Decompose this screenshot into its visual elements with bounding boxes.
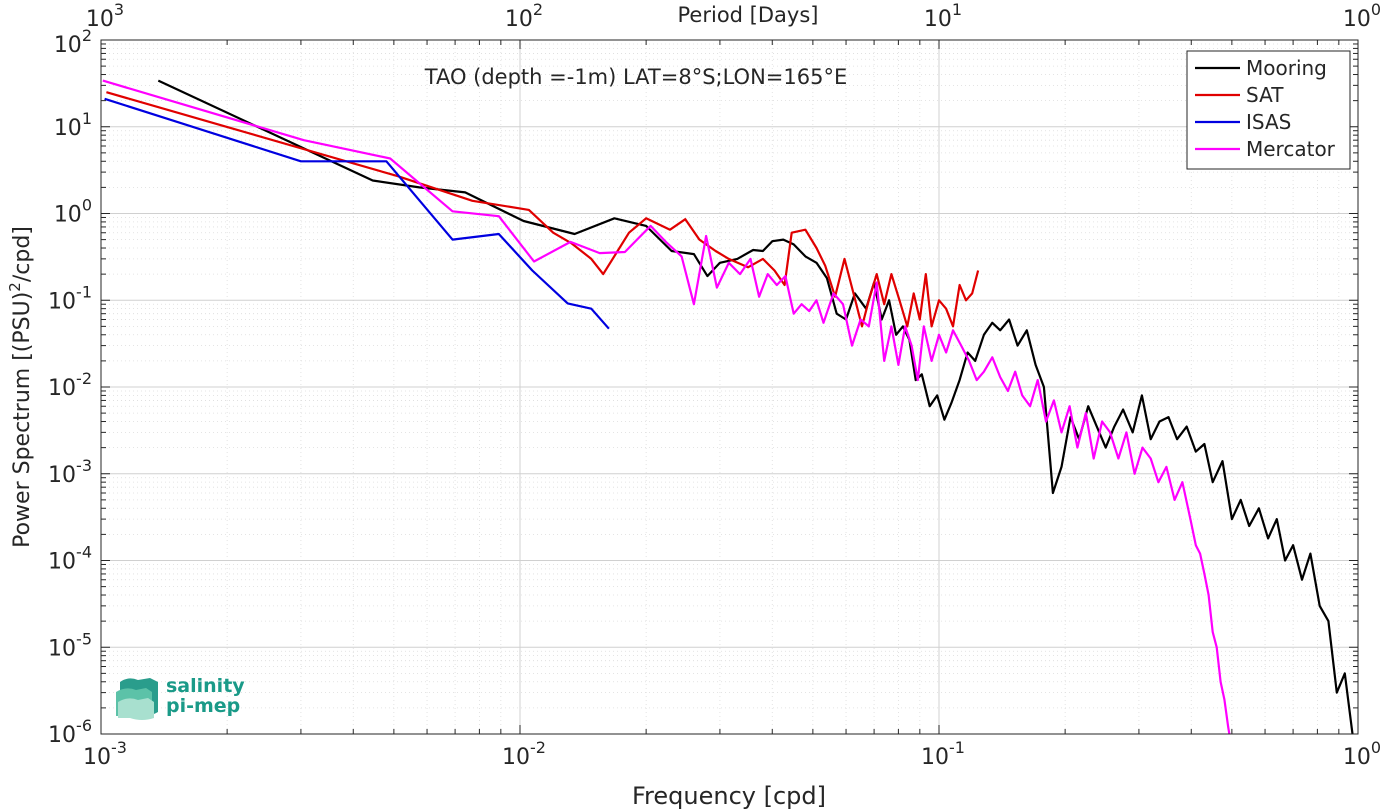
- legend-label-sat: SAT: [1246, 83, 1284, 107]
- y-tick-label-base: 10: [54, 203, 82, 228]
- series-layer: [102, 79, 1354, 734]
- top-tick-label-base: 10: [1343, 7, 1371, 32]
- y-tick-label: 10-3: [48, 456, 92, 488]
- series-line-sat: [106, 91, 980, 328]
- top-tick-label-base: 10: [924, 7, 952, 32]
- legend-label-mooring: Mooring: [1246, 56, 1327, 80]
- y-tick-label: 101: [54, 109, 92, 141]
- x-tick-label: 10-1: [921, 738, 965, 770]
- x-tick-label: 100: [1343, 738, 1381, 770]
- y-tick-label-exponent: -4: [76, 543, 92, 562]
- top-tick-label: 103: [86, 0, 124, 32]
- logo-text-salinity: salinity: [166, 675, 245, 697]
- legend-label-mercator: Mercator: [1246, 137, 1336, 161]
- x-tick-label-base: 10: [502, 745, 530, 770]
- y-tick-label: 100: [54, 196, 92, 228]
- x-tick-label-exponent: -1: [949, 738, 965, 757]
- axis-ticks: [100, 39, 1359, 735]
- y-tick-label: 10-2: [48, 369, 92, 401]
- y-tick-label: 10-6: [48, 716, 92, 748]
- logo-wave-icon: [116, 678, 158, 720]
- y-axis-label-tail: /cpd]: [10, 226, 35, 282]
- y-axis-label: Power Spectrum [(PSU)2/cpd]: [6, 226, 35, 548]
- x-tick-label-base: 10: [83, 745, 111, 770]
- y-tick-label-exponent: -6: [76, 716, 92, 735]
- y-tick-label-base: 10: [48, 376, 76, 401]
- chart-title: TAO (depth =-1m) LAT=8°S;LON=165°E: [424, 65, 848, 89]
- top-tick-label: 101: [924, 0, 962, 32]
- minor-gridlines: [101, 40, 1358, 734]
- x-tick-label: 10-3: [83, 738, 127, 770]
- y-tick-label: 102: [54, 26, 92, 58]
- series-line-mercator: [102, 79, 1231, 734]
- series-line-mooring: [157, 79, 1354, 734]
- y-tick-label: 10-4: [48, 543, 92, 575]
- x-tick-labels: 10-3 10-2 10-1 100: [83, 738, 1381, 770]
- y-tick-label-base: 10: [54, 33, 82, 58]
- top-tick-label: 102: [505, 0, 543, 32]
- x-tick-label-exponent: 0: [1371, 738, 1381, 757]
- top-tick-label-exponent: 1: [952, 0, 962, 19]
- y-tick-label-exponent: 1: [82, 109, 92, 128]
- top-tick-label: 100: [1343, 0, 1381, 32]
- y-tick-label-base: 10: [48, 550, 76, 575]
- y-tick-label-base: 10: [48, 723, 76, 748]
- y-tick-label-base: 10: [48, 636, 76, 661]
- y-tick-label-exponent: -3: [76, 456, 92, 475]
- y-tick-label-base: 10: [48, 289, 76, 314]
- y-tick-label-base: 10: [54, 116, 82, 141]
- y-tick-label-exponent: -1: [76, 282, 92, 301]
- x-axis-label: Frequency [cpd]: [632, 782, 826, 809]
- legend: Mooring SAT ISAS Mercator: [1186, 50, 1351, 170]
- y-tick-label-exponent: -2: [76, 369, 92, 388]
- logo-text-pi-mep: pi-mep: [166, 695, 240, 717]
- y-axis-label-sup: 2: [6, 282, 24, 292]
- series-line-isas: [104, 97, 610, 330]
- y-tick-label-base: 10: [48, 463, 76, 488]
- top-tick-labels: 103 102 101 100: [86, 0, 1381, 32]
- y-tick-label-exponent: 2: [82, 26, 92, 45]
- top-tick-label-exponent: 2: [533, 0, 543, 19]
- legend-label-isas: ISAS: [1246, 110, 1291, 134]
- y-tick-label-exponent: 0: [82, 196, 92, 215]
- x-tick-label-base: 10: [1343, 745, 1371, 770]
- x-tick-label-exponent: -3: [111, 738, 127, 757]
- x-tick-label-base: 10: [921, 745, 949, 770]
- x-tick-label-exponent: -2: [530, 738, 546, 757]
- y-tick-label: 10-5: [48, 629, 92, 661]
- y-axis-label-main: Power Spectrum [(PSU): [10, 292, 35, 548]
- x-tick-label: 10-2: [502, 738, 546, 770]
- top-tick-label-base: 10: [86, 7, 114, 32]
- salinity-pi-mep-logo: salinity pi-mep: [116, 675, 245, 720]
- top-tick-label-exponent: 3: [114, 0, 124, 19]
- y-tick-label-exponent: -5: [76, 629, 92, 648]
- top-axis-label: Period [Days]: [678, 3, 819, 27]
- top-tick-label-base: 10: [505, 7, 533, 32]
- top-tick-label-exponent: 0: [1371, 0, 1381, 19]
- y-tick-label: 10-1: [48, 282, 92, 314]
